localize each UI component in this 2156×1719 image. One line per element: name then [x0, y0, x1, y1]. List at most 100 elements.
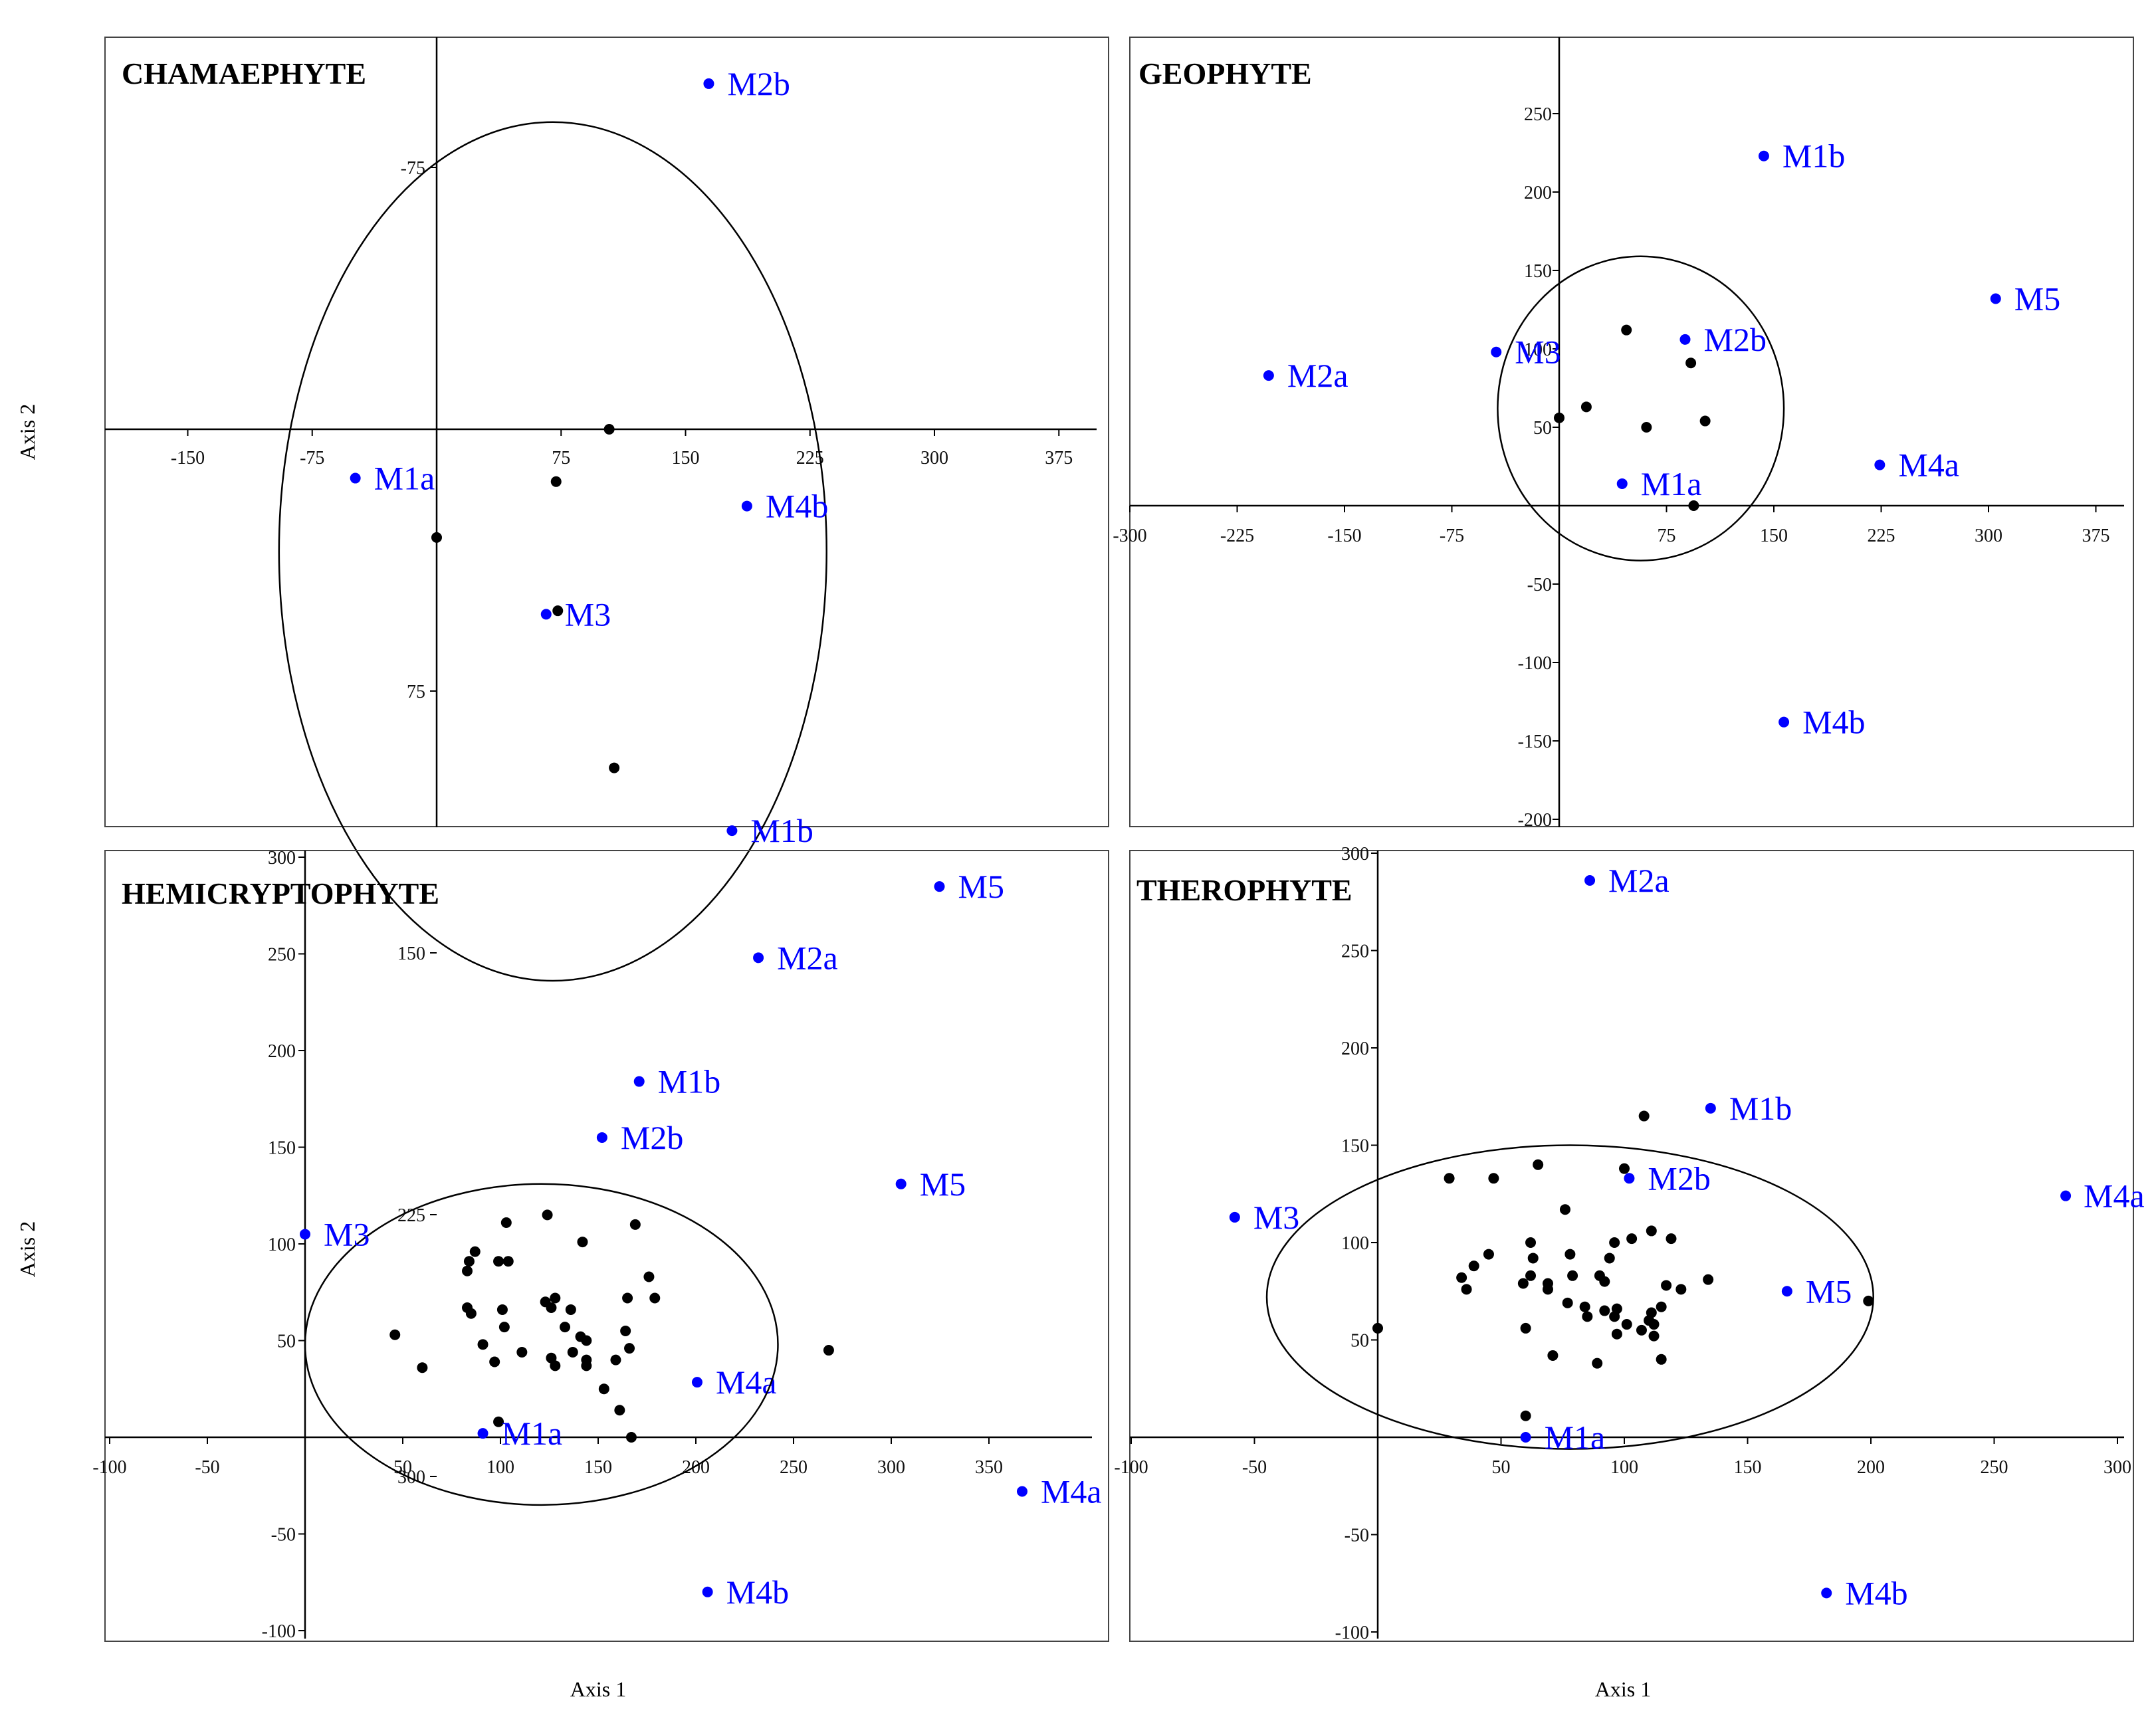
data-point	[463, 1256, 475, 1267]
labelled-point	[1779, 716, 1790, 728]
data-point	[1517, 1278, 1529, 1289]
x-tick-label: -150	[171, 448, 205, 468]
x-tick-label: -300	[1113, 526, 1146, 546]
data-point	[1641, 422, 1652, 433]
data-point	[581, 1335, 592, 1346]
point-label-m5: M5	[958, 868, 1004, 905]
point-label-m2b: M2b	[727, 65, 790, 102]
labelled-point	[1990, 293, 2001, 304]
labelled-point	[300, 1229, 310, 1240]
x-tick-label: -100	[1114, 1457, 1148, 1478]
data-point	[1456, 1272, 1467, 1283]
data-point	[1863, 1295, 1874, 1306]
labelled-point	[596, 1132, 607, 1143]
panel-frame	[1129, 850, 2134, 1642]
labelled-point	[540, 609, 552, 620]
panel-hemicryptophyte: -100 -50 50 100 150 200 250 300 3503002502001501…	[92, 848, 1109, 1642]
data-point	[1609, 1237, 1620, 1248]
data-point	[1525, 1237, 1537, 1248]
data-point	[462, 1265, 473, 1276]
x-axis-title-left: Axis 1	[570, 1677, 626, 1701]
y-tick-label: -100	[1518, 653, 1552, 674]
y-axis-title-bottom: Axis 2	[15, 1221, 39, 1277]
data-point	[477, 1339, 488, 1350]
data-point	[1626, 1233, 1638, 1245]
point-label-m4a: M4a	[716, 1364, 777, 1401]
labelled-point	[1679, 334, 1691, 345]
point-label-m4b: M4b	[766, 488, 828, 525]
labelled-point	[895, 1178, 907, 1189]
point-label-m1b: M1b	[1729, 1090, 1792, 1127]
labelled-point	[1616, 478, 1628, 489]
labelled-point	[726, 825, 738, 837]
data-point	[1488, 1173, 1499, 1184]
data-point	[1444, 1173, 1455, 1184]
labelled-point	[1016, 1486, 1027, 1497]
data-point	[1520, 1322, 1531, 1334]
data-point	[1666, 1233, 1677, 1245]
data-point	[1567, 1270, 1578, 1281]
panel-frame	[1129, 37, 2134, 827]
confidence-ellipse	[304, 1183, 779, 1506]
data-point	[489, 1356, 500, 1367]
labelled-point	[1874, 459, 1886, 470]
data-point	[417, 1362, 428, 1373]
data-point	[1579, 1301, 1590, 1312]
x-tick-label: 50	[1492, 1457, 1511, 1478]
data-point	[1542, 1284, 1553, 1295]
x-tick-label: 225	[1868, 526, 1895, 546]
x-tick-label: 300	[1975, 526, 2002, 546]
point-label-m1b: M1b	[750, 812, 813, 849]
point-label-m1a: M1a	[1545, 1419, 1606, 1456]
data-point	[1527, 1253, 1539, 1264]
data-point	[620, 1325, 631, 1336]
labelled-point	[1758, 150, 1769, 161]
data-point	[1703, 1274, 1714, 1285]
point-label-m2a: M2a	[1287, 357, 1348, 394]
labelled-point	[1624, 1173, 1635, 1184]
point-label-m1a: M1a	[374, 460, 435, 497]
x-tick-label: 150	[1734, 1457, 1762, 1478]
y-tick-label: 150	[268, 1138, 296, 1159]
x-tick-label: -100	[92, 1457, 126, 1478]
x-tick-label: -150	[1327, 526, 1361, 546]
data-point	[598, 1383, 609, 1395]
y-axis-title-top: Axis 2	[15, 404, 39, 460]
data-point	[1621, 324, 1632, 336]
y-tick-label: -50	[1345, 1526, 1369, 1546]
point-label-m4a: M4a	[1898, 447, 1959, 484]
y-tick-label: -100	[262, 1621, 296, 1642]
panel-chamaephyte: -150-757515022530037530022515075-75-150-…	[104, 37, 1109, 1488]
point-label-m2a: M2a	[777, 939, 838, 976]
x-tick-label: 100	[1610, 1457, 1638, 1478]
data-point	[1656, 1354, 1667, 1365]
x-tick-label: -225	[1220, 526, 1254, 546]
data-point	[1661, 1280, 1672, 1291]
panel-therophyte: -100 -50 50 100 150 200 250 300 300 250 200 150 100 5…	[1114, 844, 2144, 1643]
data-point	[502, 1256, 514, 1267]
point-label-m4b: M4b	[1802, 704, 1865, 741]
point-label-m4a: M4a	[1041, 1472, 1102, 1510]
x-tick-label: 250	[1981, 1457, 2008, 1478]
point-label-m5: M5	[2014, 280, 2060, 317]
data-point	[1461, 1284, 1472, 1295]
data-point	[1675, 1284, 1687, 1295]
data-point	[649, 1292, 661, 1304]
y-tick-label: 200	[268, 1041, 296, 1062]
x-tick-label: 150	[1760, 526, 1788, 546]
panel-title: GEOPHYTE	[1138, 56, 1312, 90]
y-tick-label: 250	[1524, 104, 1552, 125]
labelled-point	[1781, 1286, 1792, 1297]
labelled-point	[1520, 1432, 1531, 1443]
y-tick-label: -200	[1518, 810, 1552, 831]
panel-title: THEROPHYTE	[1136, 873, 1352, 907]
data-point	[609, 762, 620, 773]
data-point	[493, 1256, 504, 1267]
data-point	[622, 1292, 633, 1304]
data-point	[1599, 1276, 1610, 1287]
labelled-point	[633, 1076, 645, 1087]
data-point	[1564, 1249, 1576, 1260]
x-tick-label: 300	[920, 448, 948, 468]
data-point	[1609, 1311, 1620, 1322]
